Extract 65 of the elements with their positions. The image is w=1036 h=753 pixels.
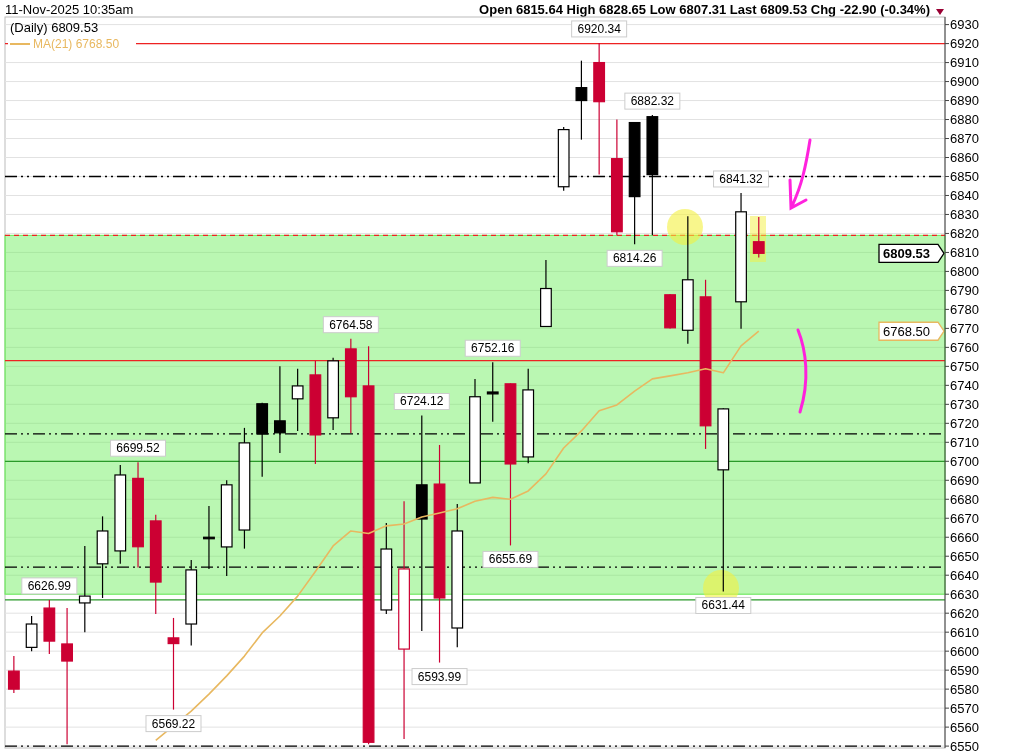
annotation: 6841.32 (719, 171, 764, 186)
y-tick-label: 6910 (950, 55, 979, 71)
y-tick-label: 6650 (950, 548, 979, 564)
y-tick-label: 6900 (950, 74, 979, 90)
y-tick-label: 6720 (950, 415, 979, 431)
y-tick-label: 6580 (950, 681, 979, 697)
y-tick-label: 6770 (950, 320, 979, 336)
y-tick-label: 6830 (950, 206, 979, 222)
candlestick (25, 615, 38, 652)
y-tick-label: 6890 (950, 93, 979, 109)
y-tick-label: 6870 (950, 131, 979, 147)
y-tick-label: 6620 (950, 605, 979, 621)
y-tick-label: 6750 (950, 358, 979, 374)
y-tick-label: 6680 (950, 491, 979, 507)
chart-subtitle: 11-Nov-2025 10:35am (5, 2, 134, 17)
y-tick-label: 6660 (950, 529, 979, 545)
y-tick-label: 6840 (950, 187, 979, 203)
y-tick-label: 6790 (950, 282, 979, 298)
y-tick-label: 6850 (950, 168, 979, 184)
candlestick (167, 617, 180, 711)
y-tick-label: 6810 (950, 244, 979, 260)
annotation: 6593.99 (417, 669, 462, 684)
chart-title: (Daily) 6809.53 (10, 20, 99, 35)
y-tick-label: 6920 (950, 36, 979, 52)
y-tick-label: 6600 (950, 643, 979, 659)
y-tick-label: 6780 (950, 301, 979, 317)
y-tick-label: 6590 (950, 662, 979, 678)
y-tick-label: 6710 (950, 434, 979, 450)
legend-label: MA(21) 6768.50 (33, 37, 120, 51)
annotation: 6814.26 (612, 251, 657, 266)
y-tick-label: 6560 (950, 719, 979, 735)
annotation: Open 6815.64 High 6828.65 Low 6807.31 Last 6809.53 Chg -22.90 (-0.34%) (479, 2, 930, 17)
y-tick-label: 6730 (950, 396, 979, 412)
y-tick-label: 6690 (950, 472, 979, 488)
y-tick-label: 6880 (950, 112, 979, 128)
annotation: 6569.22 (151, 716, 196, 731)
annotation: 6768.50 (883, 324, 930, 340)
y-tick-label: 6610 (950, 624, 979, 640)
annotation: 6631.44 (701, 598, 746, 613)
y-tick-label: 6930 (950, 17, 979, 33)
y-tick-label: 6760 (950, 339, 979, 355)
annotation: 6626.99 (27, 578, 72, 593)
annotation: 6752.16 (471, 341, 515, 356)
y-tick-label: 6800 (950, 263, 979, 279)
y-tick-label: 6670 (950, 510, 979, 526)
annotation: 6655.69 (488, 552, 533, 567)
annotation: 6882.32 (630, 94, 675, 109)
annotation: 6724.12 (400, 394, 444, 409)
y-tick-label: 6820 (950, 225, 979, 241)
y-tick-label: 6640 (950, 567, 979, 583)
candlestick (291, 368, 304, 432)
candlestick (575, 60, 588, 141)
y-tick-label: 6740 (950, 377, 979, 393)
y-tick-label: 6700 (950, 453, 979, 469)
candlestick (61, 607, 73, 745)
annotation: 6920.34 (577, 21, 622, 36)
candlestick (7, 655, 20, 694)
annotation: 6809.53 (883, 246, 930, 262)
y-tick-label: 6630 (950, 586, 979, 602)
y-tick-label: 6860 (950, 150, 979, 165)
y-tick-label: 6550 (950, 738, 979, 753)
annotation: 6699.52 (116, 441, 161, 456)
y-tick-label: 6570 (950, 700, 979, 716)
annotation: 6764.58 (329, 317, 373, 332)
candlestick (486, 361, 499, 423)
